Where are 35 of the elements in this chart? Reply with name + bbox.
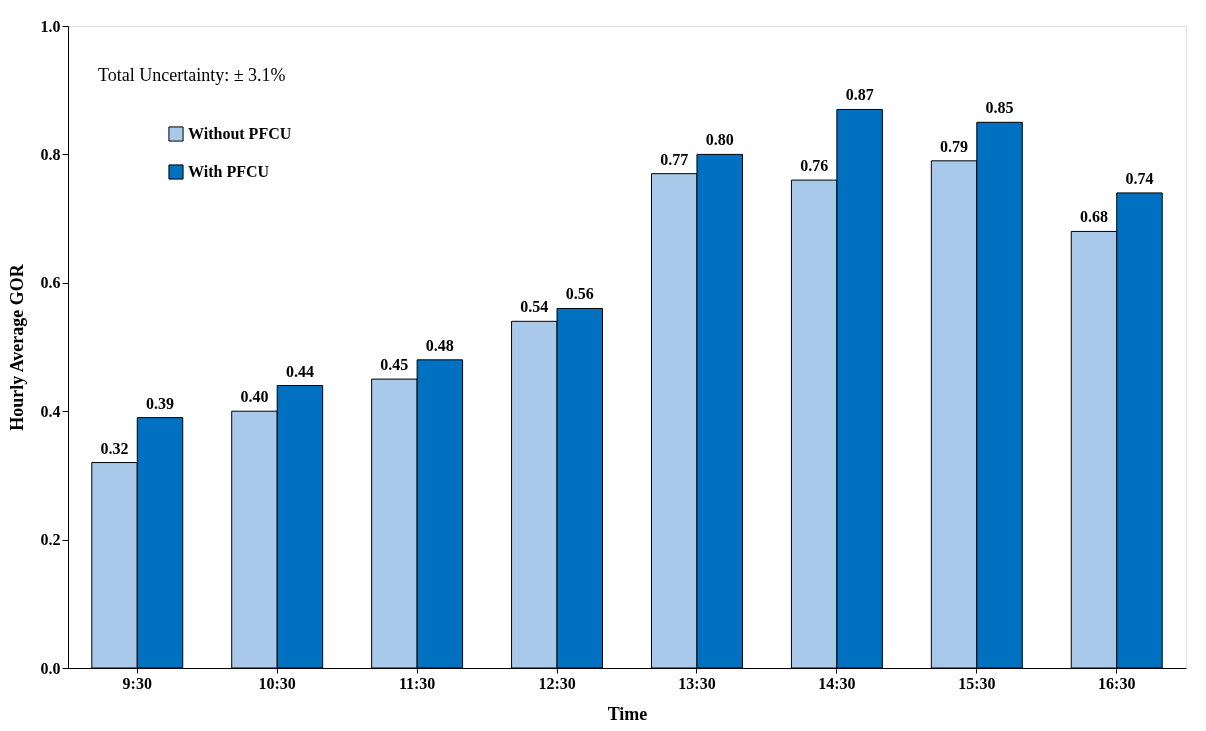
y-tick-label: 0.2: [40, 531, 61, 549]
x-axis-title: Time: [607, 703, 648, 724]
y-tick-label: 0.4: [40, 402, 61, 420]
x-tick-label: 10:30: [258, 674, 296, 692]
y-tick-label: 1.0: [40, 17, 61, 35]
data-label: 0.54: [520, 298, 549, 316]
data-label: 0.76: [800, 157, 829, 175]
y-axis-title: Hourly Average GOR: [6, 263, 27, 431]
legend-label: Without PFCU: [188, 125, 292, 142]
data-label: 0.45: [380, 356, 409, 374]
data-label: 0.40: [240, 388, 269, 406]
data-label: 0.87: [845, 86, 874, 104]
y-tick-label: 0.0: [40, 659, 61, 677]
data-label: 0.77: [660, 150, 689, 168]
x-tick-label: 12:30: [538, 674, 576, 692]
x-tick-label: 13:30: [678, 674, 716, 692]
x-tick-label: 11:30: [398, 674, 436, 692]
data-label: 0.79: [940, 137, 969, 155]
data-label: 0.48: [425, 336, 454, 354]
data-label: 0.68: [1080, 208, 1108, 226]
y-tick-label: 0.8: [40, 145, 61, 163]
y-tick-label: 0.6: [40, 274, 61, 292]
data-label: 0.56: [565, 285, 594, 303]
legend-label: With PFCU: [188, 163, 270, 180]
data-label: 0.85: [985, 99, 1014, 117]
x-tick-label: 9:30: [122, 674, 152, 692]
data-label: 0.44: [285, 362, 314, 380]
data-label: 0.32: [100, 439, 129, 457]
x-tick-label: 14:30: [818, 674, 856, 692]
data-label: 0.39: [146, 394, 174, 412]
annotation: Total Uncertainty: ± 3.1%: [98, 65, 286, 85]
data-label: 0.74: [1125, 169, 1154, 187]
x-tick-label: 16:30: [1098, 674, 1136, 692]
x-tick-label: 15:30: [958, 674, 996, 692]
data-label: 0.80: [705, 131, 734, 149]
